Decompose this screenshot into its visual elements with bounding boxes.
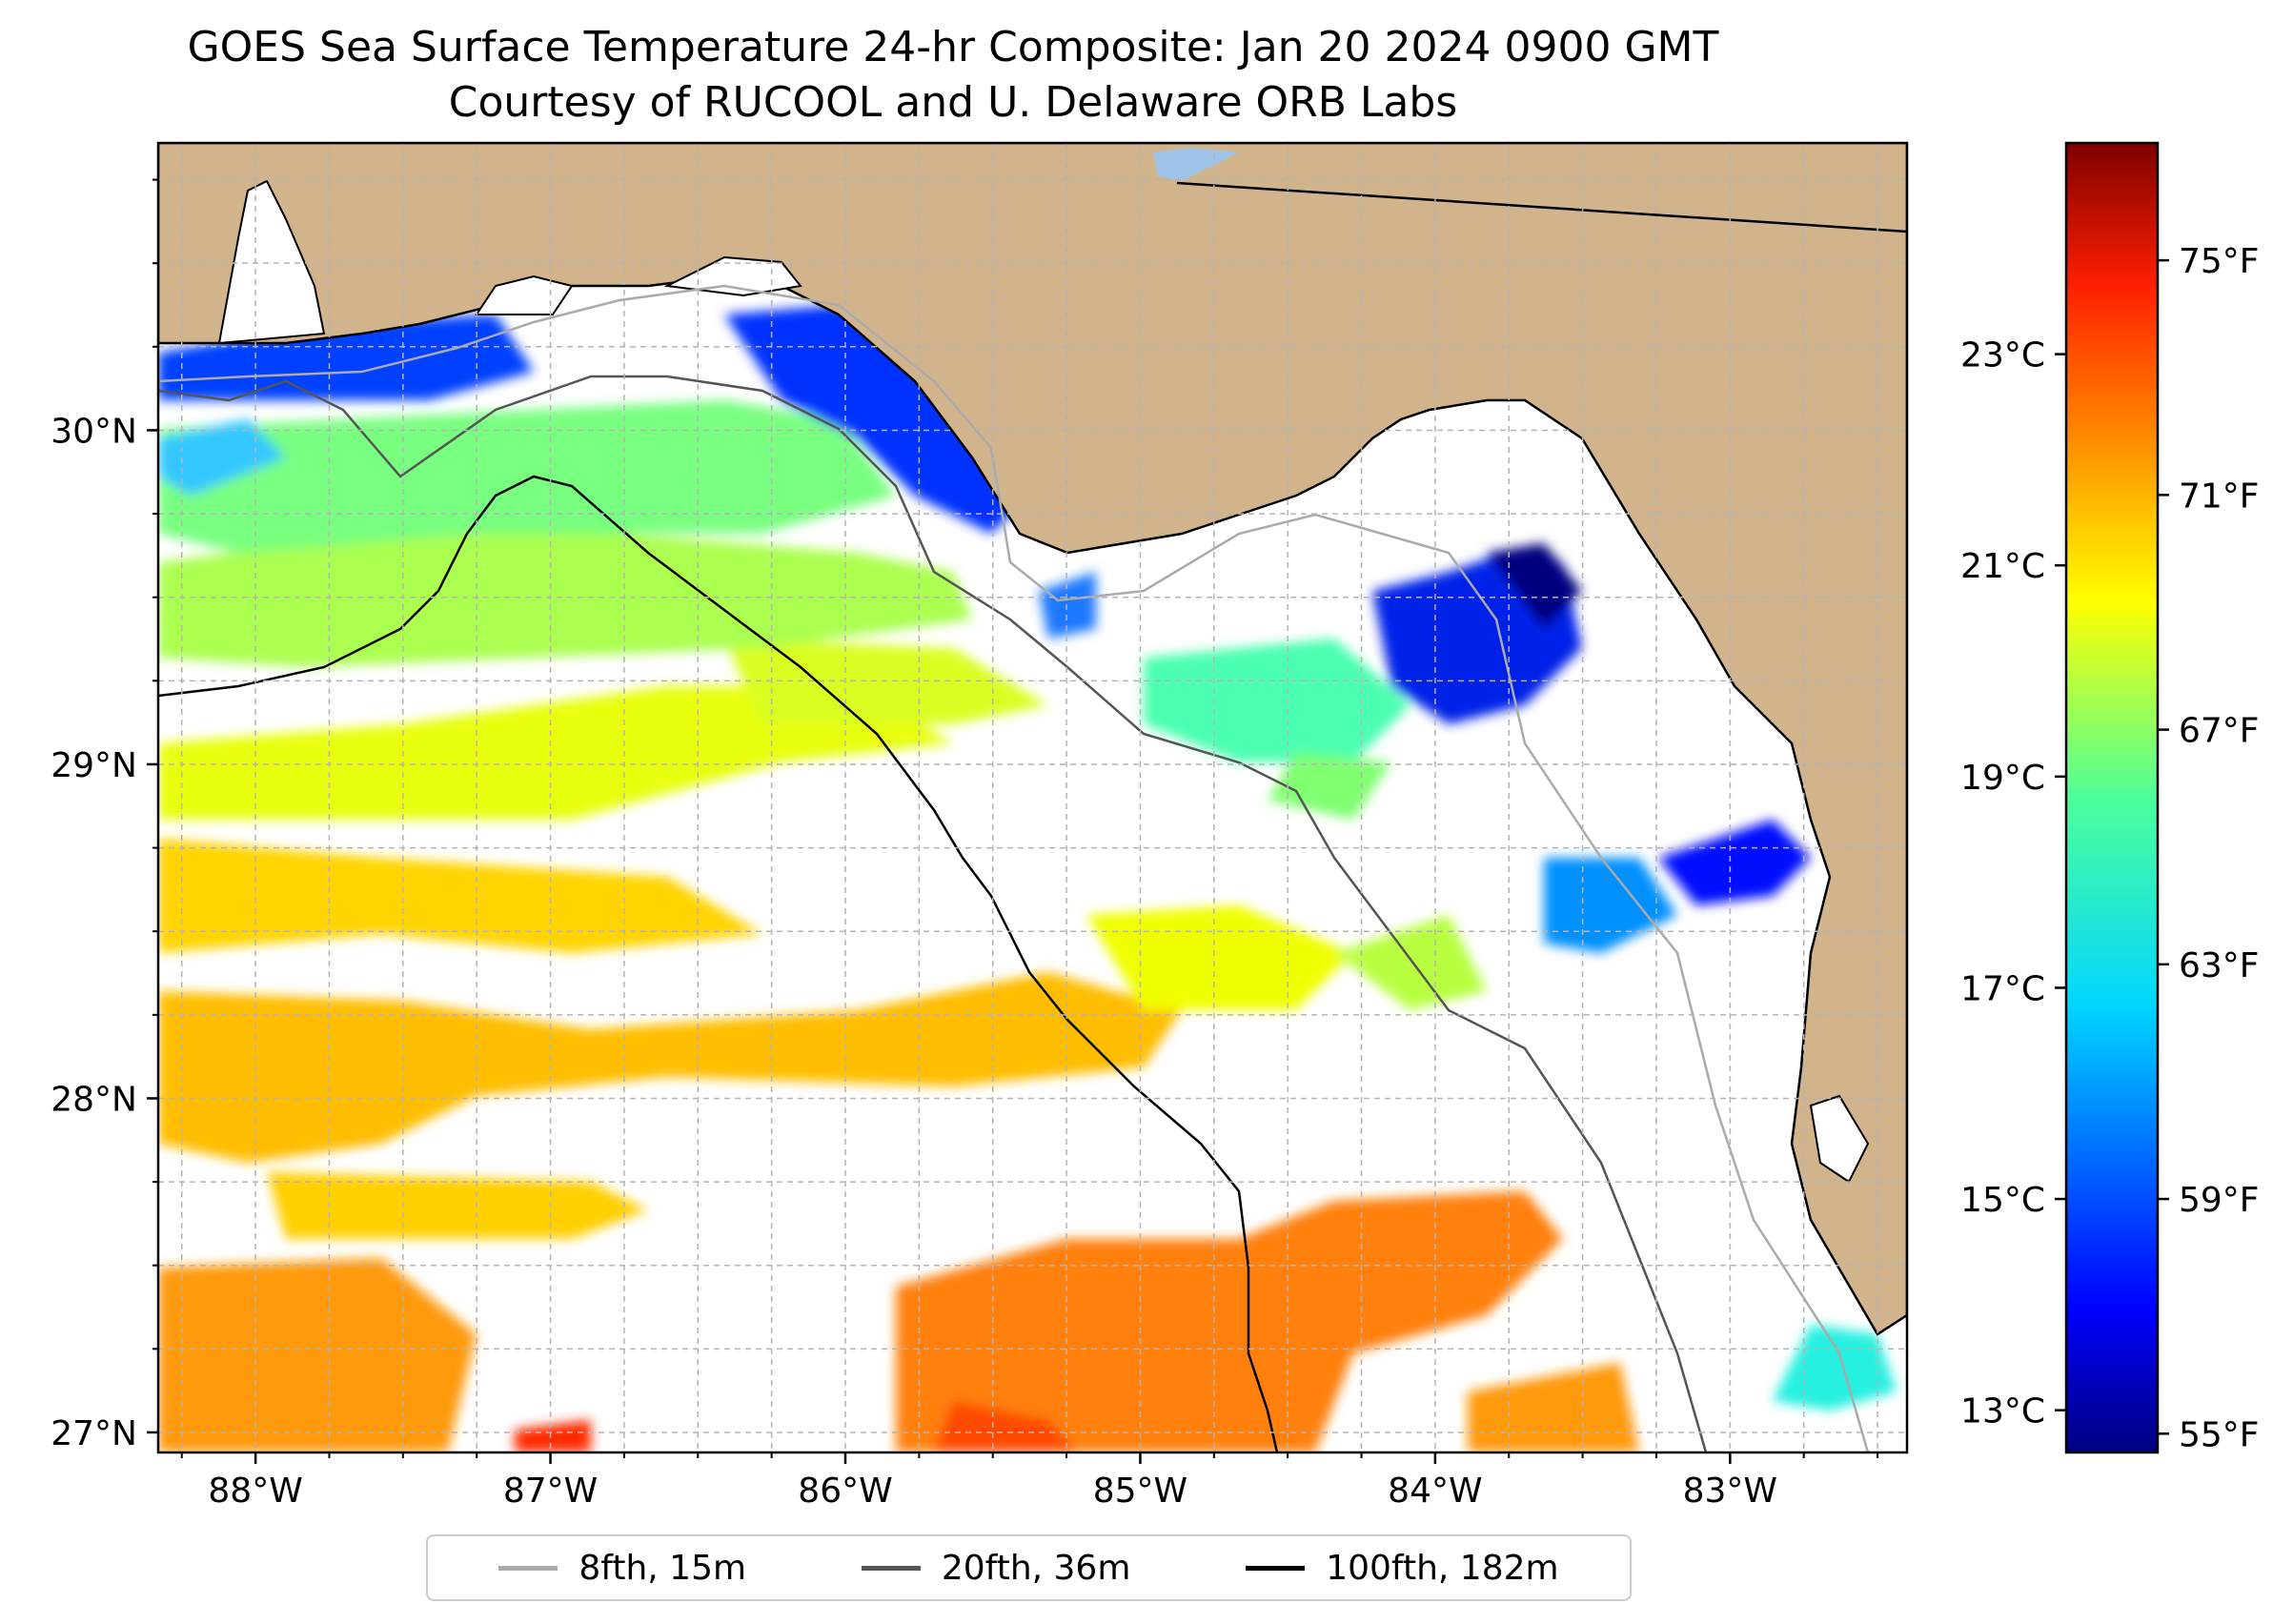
sst-patch: [158, 686, 953, 820]
colorbar-fahrenheit-ticks: 55°F 59°F 63°F 67°F 71°F 75°F: [2158, 242, 2260, 1454]
chart-title: GOES Sea Surface Temperature 24-hr Compo…: [187, 23, 1719, 71]
colorbar-f-label: 63°F: [2179, 946, 2260, 985]
pensacola-bay: [475, 274, 574, 315]
x-tick-label: 84°W: [1388, 1472, 1482, 1511]
sst-patch: [158, 315, 534, 400]
sst-patch: [158, 972, 1182, 1163]
x-tick-label: 87°W: [503, 1472, 598, 1511]
legend-line-swatch: [498, 1565, 558, 1571]
legend-item: 100fth, 182m: [1246, 1548, 1559, 1588]
sst-patch: [1334, 915, 1487, 1010]
sst-patch: [1773, 1325, 1897, 1411]
isobath-20fth: [158, 375, 1708, 1452]
colorbar-f-label: 75°F: [2179, 242, 2260, 281]
sst-patch: [158, 534, 972, 667]
map-frame: [156, 141, 1909, 1454]
sst-patch: [724, 305, 1029, 534]
sst-patch: [1144, 639, 1410, 762]
sst-field: [158, 305, 1897, 1452]
x-axis: 88°W 87°W 86°W 85°W 84°W 83°W: [180, 1452, 1879, 1511]
colorbar-frame: [2064, 141, 2160, 1454]
isobath-8fth: [158, 284, 1870, 1452]
y-tick-label: 29°N: [51, 746, 137, 785]
legend-line-swatch: [1246, 1565, 1306, 1571]
y-tick-label: 28°N: [51, 1080, 137, 1119]
sst-patch: [1487, 543, 1582, 629]
isobath-100fth: [158, 475, 1279, 1452]
sst-patch: [1268, 753, 1391, 820]
colorbar-f-label: 55°F: [2179, 1415, 2260, 1454]
colorbar-c-label: 15°C: [1960, 1181, 2045, 1220]
land: [158, 143, 1907, 1336]
sst-patch: [1039, 572, 1096, 639]
sst-patch: [934, 1401, 1077, 1452]
state-border: [1176, 181, 1907, 233]
colorbar-c-label: 19°C: [1960, 759, 2045, 798]
colorbar-f-label: 71°F: [2179, 477, 2260, 516]
legend-line-swatch: [861, 1565, 921, 1571]
y-tick-label: 30°N: [51, 412, 137, 451]
colorbar: 13°C 15°C 17°C 19°C 21°C 23°C 55°F 59°F 63°F 67°…: [1960, 141, 2260, 1454]
colorbar-c-label: 13°C: [1960, 1392, 2045, 1431]
sst-patch: [896, 1191, 1563, 1452]
map-gridlines: [158, 143, 1907, 1452]
sst-patch: [158, 839, 762, 953]
x-tick-label: 86°W: [798, 1472, 892, 1511]
tampa-bay: [1809, 1094, 1870, 1184]
sst-patch: [158, 400, 896, 553]
mobile-bay: [217, 179, 326, 345]
legend-label: 20fth, 36m: [941, 1548, 1131, 1588]
legend-label: 100fth, 182m: [1326, 1548, 1559, 1588]
colorbar-gradient: [2066, 143, 2158, 1452]
colorbar-c-label: 17°C: [1960, 969, 2045, 1008]
sst-patch: [158, 1258, 477, 1452]
isobath-legend: 8fth, 15m 20fth, 36m 100fth, 182m: [426, 1534, 1632, 1601]
legend-item: 20fth, 36m: [861, 1548, 1131, 1588]
sst-patch: [1086, 905, 1353, 1010]
legend-item: 8fth, 15m: [498, 1549, 746, 1588]
sst-patch: [1544, 858, 1677, 953]
sst-patch: [515, 1420, 591, 1452]
sst-patch: [158, 419, 286, 496]
inland-lake: [1153, 148, 1239, 181]
chart-subtitle: Courtesy of RUCOOL and U. Delaware ORB L…: [448, 78, 1458, 127]
y-axis: 30°N 29°N 28°N 27°N: [51, 178, 158, 1453]
legend-label: 8fth, 15m: [578, 1548, 747, 1588]
x-tick-label: 85°W: [1093, 1472, 1187, 1511]
colorbar-f-label: 59°F: [2179, 1181, 2260, 1220]
colorbar-c-label: 23°C: [1960, 336, 2045, 376]
sst-patch: [267, 1172, 648, 1239]
y-tick-label: 27°N: [51, 1414, 137, 1453]
x-tick-label: 83°W: [1683, 1472, 1777, 1511]
sst-patch: [1468, 1363, 1639, 1452]
choctawhatchee-bay: [663, 255, 802, 297]
colorbar-c-label: 21°C: [1960, 547, 2045, 586]
colorbar-f-label: 67°F: [2179, 712, 2260, 751]
colorbar-celsius-ticks: 13°C 15°C 17°C 19°C 21°C 23°C: [1960, 336, 2066, 1431]
x-tick-label: 88°W: [208, 1472, 302, 1511]
sst-patch: [1658, 820, 1811, 905]
